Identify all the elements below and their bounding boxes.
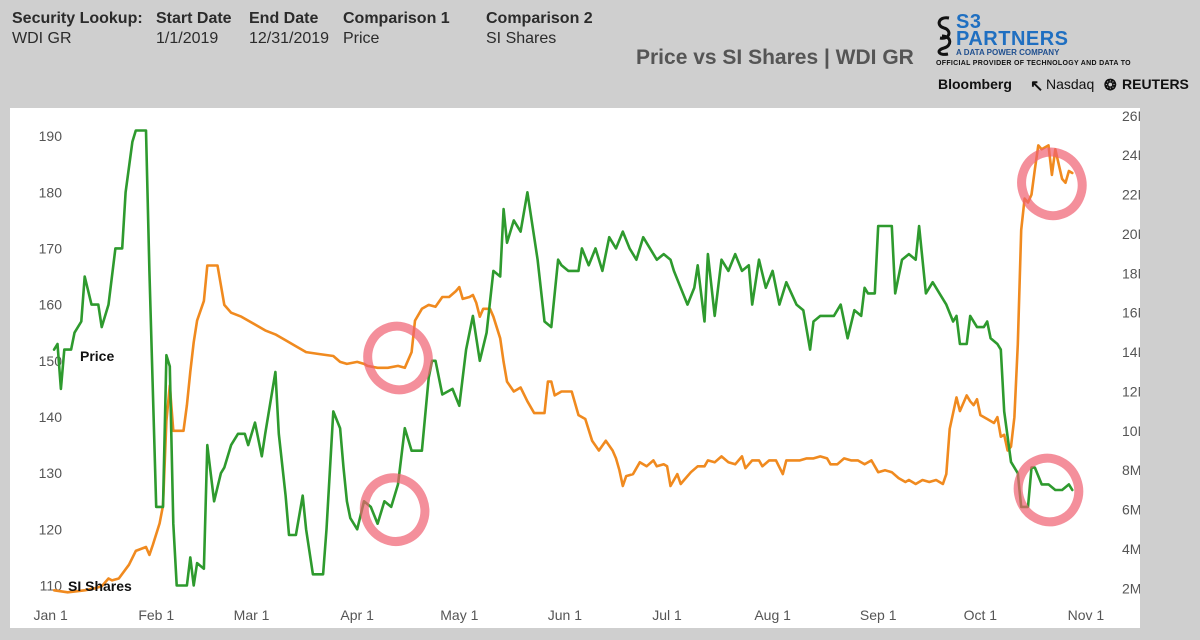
- security-lookup-value: WDI GR: [12, 30, 72, 47]
- logo-brand-line1: S3: [956, 11, 982, 33]
- partner-reuters: REUTERS: [1122, 76, 1189, 92]
- y-right-tick-label: 2M: [1122, 580, 1140, 596]
- annotation-circle: [1017, 147, 1087, 221]
- price-series-line: [52, 129, 1074, 587]
- x-tick-label: Feb 1: [138, 607, 174, 623]
- security-lookup-label: Security Lookup:: [12, 10, 143, 27]
- price-vs-si-chart: Jan 1 Feb 1 Mar 1 Apr 1 May 1 Jun 1 Jul 1 Aug 1…: [34, 108, 1140, 623]
- chart-title: Price vs SI Shares | WDI GR: [636, 46, 914, 69]
- x-tick-label: Aug 1: [754, 607, 791, 623]
- y-right-tick-label: 6M: [1122, 502, 1140, 518]
- comparison-2-label: Comparison 2: [486, 10, 593, 27]
- annotation-circle: [363, 321, 433, 395]
- y-right-tick-label: 22M: [1122, 187, 1140, 203]
- x-tick-label: Nov 1: [1068, 607, 1105, 623]
- y-left-tick-label: 180: [39, 184, 63, 200]
- y-left-tick-label: 130: [39, 465, 63, 481]
- x-tick-label: Sep 1: [860, 607, 897, 623]
- y-right-tick-label: 8M: [1122, 462, 1140, 478]
- y-right-tick-label: 12M: [1122, 383, 1140, 399]
- logo-brand-line2: PARTNERS: [956, 28, 1069, 50]
- y-right-tick-label: 26M: [1122, 108, 1140, 124]
- y-right-tick-label: 20M: [1122, 226, 1140, 242]
- y-left-tick-label: 150: [39, 353, 63, 369]
- y-right-tick-label: 18M: [1122, 265, 1140, 281]
- end-date-value: 12/31/2019: [249, 30, 330, 47]
- start-date-label: Start Date: [156, 10, 232, 27]
- logo-brand: S3 PARTNERS: [956, 11, 1069, 50]
- y-left-tick-label: 190: [39, 128, 63, 144]
- partner-nasdaq: Nasdaq: [1046, 76, 1095, 92]
- comparison-1-label: Comparison 1: [343, 10, 450, 27]
- header-start-date: Start Date 1/1/2019: [156, 10, 232, 48]
- series-labels: Price SI Shares: [68, 348, 132, 594]
- y-right-tick-label: 4M: [1122, 541, 1140, 557]
- comparison-2-value: SI Shares: [486, 30, 557, 47]
- x-tick-label: Jan 1: [34, 607, 68, 623]
- x-tick-label: Mar 1: [234, 607, 270, 623]
- axis-ticks: Jan 1 Feb 1 Mar 1 Apr 1 May 1 Jun 1 Jul 1 Aug 1…: [34, 108, 1140, 623]
- annotation-marks: [359, 147, 1087, 546]
- si-shares-series-label: SI Shares: [68, 578, 132, 594]
- reuters-icon: ❂: [1104, 77, 1117, 94]
- y-right-tick-label: 24M: [1122, 147, 1140, 163]
- comparison-1-value: Price: [343, 30, 380, 47]
- header-security: Security Lookup: WDI GR: [12, 10, 143, 48]
- y-left-tick-label: 140: [39, 409, 63, 425]
- x-tick-label: Oct 1: [964, 607, 998, 623]
- si-shares-series-line: [52, 144, 1074, 594]
- y-right-tick-label: 14M: [1122, 344, 1140, 360]
- chart-panel: Jan 1 Feb 1 Mar 1 Apr 1 May 1 Jun 1 Jul 1 Aug 1…: [10, 108, 1140, 628]
- header-comparison-2: Comparison 2 SI Shares: [486, 10, 593, 48]
- y-right-tick-label: 16M: [1122, 305, 1140, 321]
- end-date-label: End Date: [249, 10, 319, 27]
- annotation-circle: [1013, 453, 1084, 527]
- x-tick-label: Jul 1: [652, 607, 682, 623]
- nasdaq-icon: ↖: [1030, 78, 1044, 95]
- logo-provider-text: OFFICIAL PROVIDER OF TECHNOLOGY AND DATA…: [936, 60, 1131, 67]
- s3-partners-logo: S3 PARTNERS A DATA POWER COMPANY OFFICIA…: [934, 12, 1196, 98]
- y-left-tick-label: 120: [39, 521, 63, 537]
- y-left-tick-label: 160: [39, 297, 63, 313]
- annotation-circle: [359, 473, 430, 546]
- s3-logo-icon: [937, 16, 952, 56]
- x-tick-label: May 1: [440, 607, 478, 623]
- series-lines: [52, 129, 1074, 594]
- start-date-value: 1/1/2019: [156, 30, 219, 47]
- y-right-tick-label: 10M: [1122, 423, 1140, 439]
- x-tick-label: Apr 1: [340, 607, 374, 623]
- logo-tagline: A DATA POWER COMPANY: [956, 48, 1060, 57]
- header-end-date: End Date 12/31/2019: [249, 10, 329, 48]
- partner-bloomberg: Bloomberg: [938, 76, 1012, 92]
- header-comparison-1: Comparison 1 Price: [343, 10, 450, 48]
- x-tick-label: Jun 1: [548, 607, 582, 623]
- y-left-tick-label: 170: [39, 240, 63, 256]
- price-series-label: Price: [80, 348, 114, 364]
